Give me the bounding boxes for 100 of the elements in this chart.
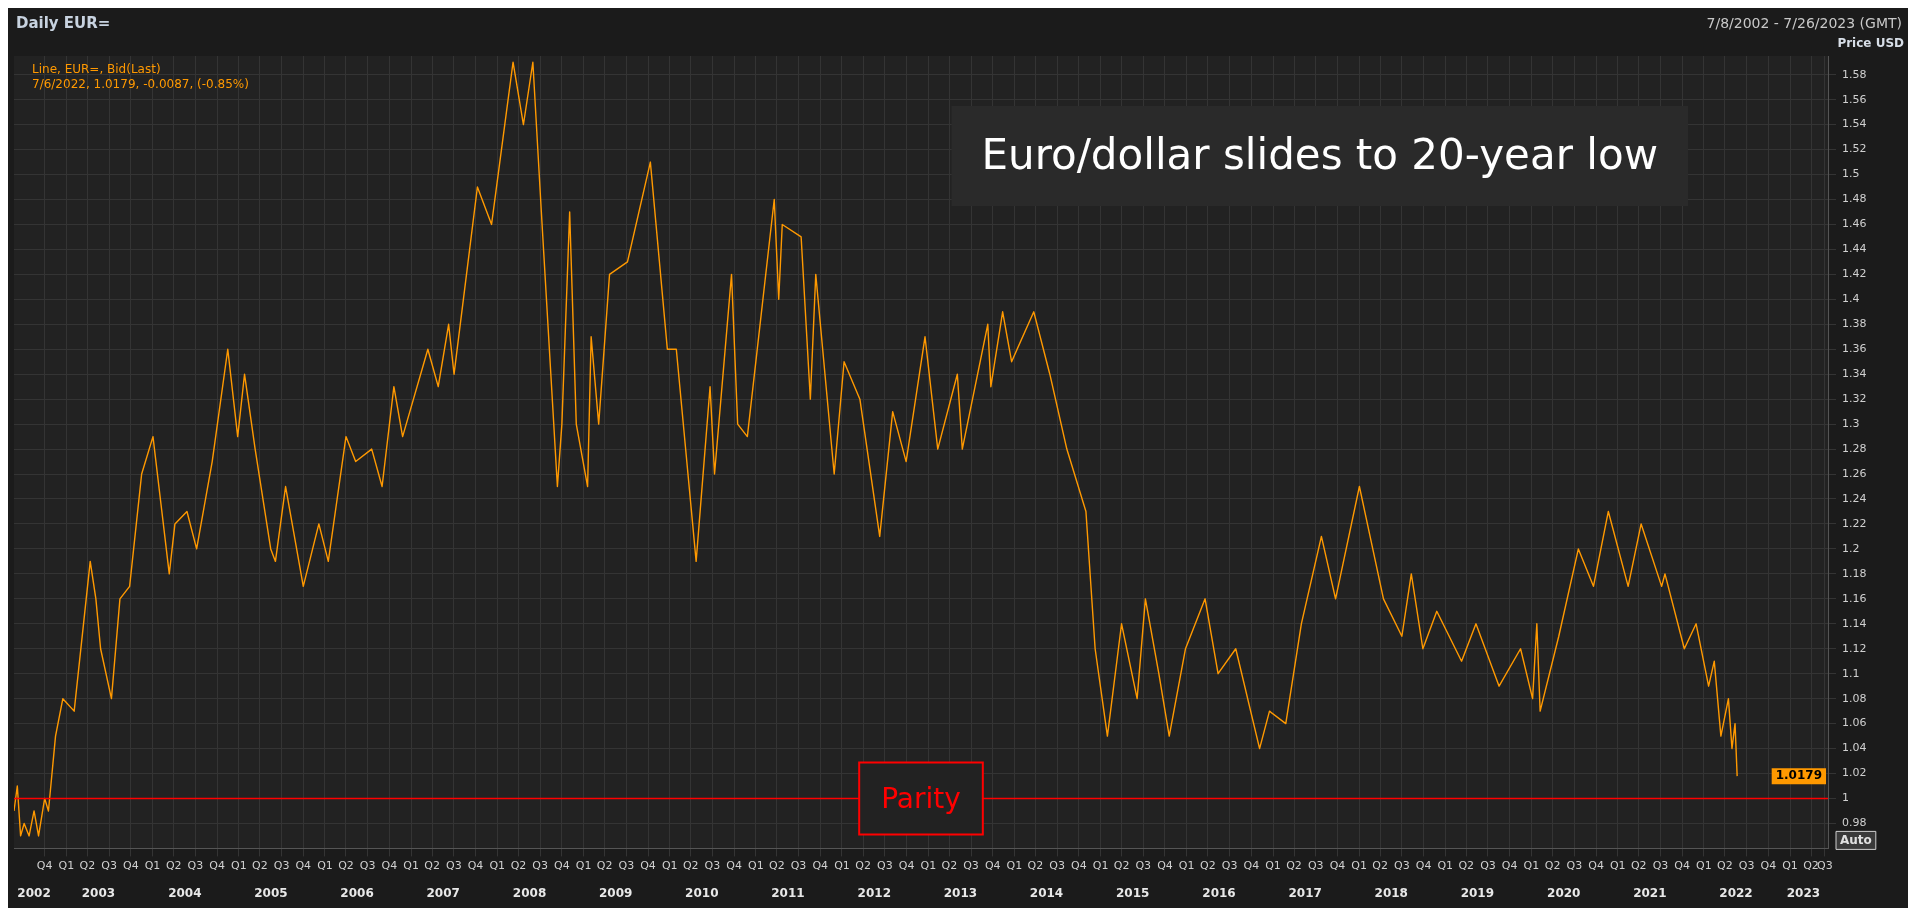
x-tick-label: Q1 [920,858,937,872]
x-tick-label: Q3 [1652,858,1669,872]
y-tick-label: 0.98 [1842,816,1867,830]
x-tick-label: Q1 [317,858,333,872]
y-tick-label: 1.5 [1842,167,1860,181]
x-tick-label: Q4 [640,858,656,872]
x-tick-label: Q1 [1092,858,1109,872]
x-tick-label: Q3 [445,858,462,872]
x-tick-label: Q4 [381,858,398,872]
y-tick-label: 1.42 [1842,267,1867,281]
x2-tick-label: 2003 [81,885,116,900]
annotation: 7/6/2022, 1.0179, -0.0087, (-0.85%) [32,77,249,92]
x-tick-label: Q2 [1630,858,1647,872]
x-tick-label: Q3 [1221,858,1238,872]
y-tick-label: 1.54 [1842,117,1867,131]
y-tick-label: 1.4 [1842,292,1860,306]
x-tick-label: Q3 [1049,858,1065,872]
x2-tick-label: 2009 [598,885,633,900]
x-tick-label: Q4 [898,858,915,872]
x-tick-label: Q4 [1588,858,1604,872]
y-tick-label: 1.34 [1842,367,1867,381]
x2-tick-label: 2016 [1202,885,1236,900]
x2-tick-label: 2012 [857,885,891,900]
x-tick-label: Q2 [1372,858,1388,872]
x-tick-label: Q2 [510,858,527,872]
annotation: Euro/dollar slides to 20-year low [981,129,1659,179]
x2-tick-label: 2007 [426,885,460,900]
y-tick-label: 1.16 [1842,591,1867,605]
x-tick-label: Q1 [1351,858,1367,872]
x-tick-label: Q1 [58,858,75,872]
text: Auto [1840,832,1872,847]
x-tick-label: Q1 [1782,858,1798,872]
x-tick-label: Q4 [1760,858,1777,872]
x-tick-label: Q4 [1071,858,1087,872]
y-tick-label: 1.38 [1842,317,1867,331]
x2-tick-label: 2008 [512,885,547,900]
x-tick-label: Q4 [122,858,139,872]
y-tick-label: 1.12 [1842,641,1867,655]
y-tick-label: 1.26 [1842,466,1867,480]
y-tick-label: 1.44 [1842,242,1867,256]
y-tick-label: 1.06 [1842,716,1867,730]
ref-line-label: Parity [881,781,961,815]
x-tick-label: Q3 [1817,858,1833,872]
x2-tick-label: 2004 [168,885,202,900]
x2-tick-label: 2022 [1719,885,1753,900]
x-tick-label: Q1 [403,858,419,872]
x-tick-label: Q2 [1458,858,1475,872]
y-tick-label: 1.3 [1842,416,1860,430]
x2-tick-label: 2019 [1460,885,1495,900]
x-tick-label: Q2 [1717,858,1733,872]
chart-title: Daily EUR= [16,13,111,32]
x-tick-label: Q3 [877,858,893,872]
x-tick-label: Q2 [1027,858,1044,872]
x-tick-label: Q2 [682,858,699,872]
x-tick-label: Q4 [295,858,312,872]
chart-subtitle: 7/8/2002 - 7/26/2023 (GMT) [1706,14,1902,31]
y-tick-label: 1.18 [1842,566,1867,580]
x2-tick-label: 2015 [1115,885,1150,900]
x-tick-label: Q3 [101,858,117,872]
x-tick-label: Q3 [704,858,721,872]
y-tick-label: 1.2 [1842,541,1860,555]
x2-tick-label: 2017 [1288,885,1322,900]
x-tick-label: Q1 [748,858,764,872]
x2-tick-label: 2005 [254,885,288,900]
x-tick-label: Q3 [963,858,979,872]
x-tick-label: Q1 [1265,858,1281,872]
y-tick-label: 1.58 [1842,67,1867,81]
x-tick-label: Q3 [1394,858,1410,872]
x-tick-label: Q3 [273,858,290,872]
y-tick-label: 1.02 [1842,766,1867,780]
y-tick-label: 1.36 [1842,342,1867,356]
x-tick-label: Q3 [187,858,204,872]
x2-tick-label: 2023 [1786,885,1821,900]
x2-tick-label: 2020 [1547,885,1581,900]
y-axis-title: Price USD [1837,36,1905,51]
x-tick-label: Q2 [79,858,96,872]
y-tick-label: 1.1 [1842,666,1860,680]
x-tick-label: Q2 [855,858,872,872]
x-tick-label: Q4 [36,858,53,872]
x-tick-label: Q2 [1113,858,1130,872]
x-tick-label: Q1 [1523,858,1540,872]
x-tick-label: Q4 [812,858,829,872]
y-tick-label: 1.48 [1842,192,1867,206]
x-tick-label: Q4 [1329,858,1346,872]
x-tick-label: Q1 [575,858,592,872]
x-tick-label: Q1 [1609,858,1626,872]
x-tick-label: Q4 [984,858,1001,872]
x-tick-label: Q3 [1738,858,1755,872]
x2-tick-label: 2006 [340,885,374,900]
x-tick-label: Q2 [252,858,268,872]
x-tick-label: Q1 [661,858,678,872]
y-tick-label: 1 [1842,791,1849,805]
x2-tick-label: 2021 [1633,885,1667,900]
x2-tick-label: 2018 [1374,885,1408,900]
x-tick-label: Q3 [1566,858,1583,872]
annotation: 1.0179 [1775,768,1823,783]
x2-tick-label: 2002 [17,885,51,900]
y-tick-label: 1.28 [1842,441,1867,455]
x-tick-label: Q2 [769,858,785,872]
x-tick-label: Q4 [1243,858,1260,872]
